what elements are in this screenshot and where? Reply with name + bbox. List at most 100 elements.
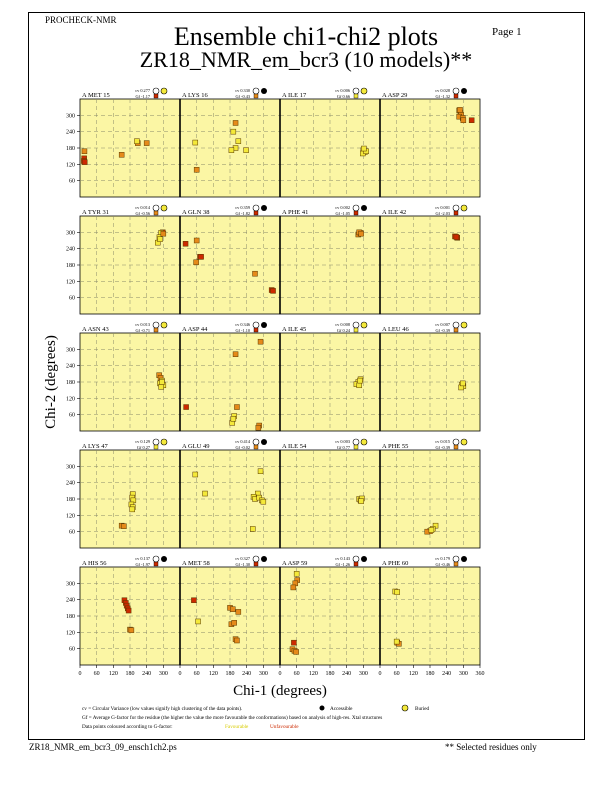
x-tick-label: 360	[476, 671, 485, 677]
x-tick-label: 180	[426, 671, 435, 677]
residue-label: A ILE 54	[282, 443, 307, 450]
cv-label: cv 0.001	[435, 205, 450, 210]
x-tick-label: 0	[79, 671, 82, 677]
y-tick-label: 120	[66, 513, 75, 519]
data-point	[160, 230, 167, 237]
y-tick-label: 60	[69, 647, 75, 653]
gf-label: Gf -1.97	[135, 562, 150, 567]
y-tick-label: 60	[69, 413, 75, 419]
cv-label: cv 0.003	[335, 439, 350, 444]
gf-colour-square	[153, 444, 159, 450]
accessibility-circle-icon	[352, 204, 360, 212]
accessibility-circle-icon	[152, 438, 160, 446]
y-tick-label: 240	[66, 598, 75, 604]
x-tick-label: 0	[179, 671, 182, 677]
y-tick-label: 300	[66, 464, 75, 470]
data-point	[394, 589, 400, 595]
gf-label: Gf -2.03	[435, 211, 450, 216]
y-tick-label: 300	[66, 230, 75, 236]
residue-label: A LEU 46	[382, 326, 409, 333]
data-point	[230, 416, 237, 422]
data-point	[129, 506, 135, 513]
y-tick-label: 60	[69, 179, 75, 185]
accessibility-circle-icon	[452, 555, 460, 563]
cv-label: cv 0.277	[135, 88, 151, 93]
accessibility-circle-icon	[452, 204, 460, 212]
gf-label: Gf -1.30	[235, 562, 250, 567]
data-point	[198, 254, 204, 260]
data-point	[182, 241, 189, 247]
gf-colour-square	[353, 93, 359, 99]
cv-label: cv 0.006	[335, 88, 351, 93]
y-tick-label: 180	[66, 263, 75, 269]
residue-label: A ILE 17	[282, 92, 307, 99]
data-point	[121, 523, 127, 529]
data-point	[158, 384, 164, 390]
gf-label: Gf -0.39	[435, 445, 450, 450]
cv-label: cv 0.359	[235, 205, 250, 210]
legend-favourable: Favourable	[225, 724, 249, 730]
buried-icon	[360, 321, 368, 329]
data-point	[453, 234, 460, 240]
data-point	[357, 377, 363, 384]
x-tick-label: 180	[126, 671, 135, 677]
page-frame	[28, 12, 585, 740]
gf-label: Gf -0.56	[135, 211, 150, 216]
data-point	[193, 237, 200, 244]
residue-label: A ILE 42	[382, 209, 406, 216]
data-point	[457, 107, 463, 113]
y-tick-label: 60	[69, 530, 75, 536]
plot-title: Ensemble chi1-chi2 plots	[173, 22, 439, 51]
cv-label: cv 0.179	[435, 556, 450, 561]
residue-label: A ILE 45	[282, 326, 306, 333]
y-tick-label: 240	[66, 130, 75, 136]
accessibility-circle-icon	[452, 321, 460, 329]
cv-label: cv 0.143	[335, 556, 350, 561]
accessibility-circle-icon	[152, 555, 160, 563]
data-point	[361, 145, 367, 152]
data-point	[270, 288, 276, 294]
data-point	[81, 159, 88, 165]
program-name: PROCHECK-NMR	[45, 15, 117, 25]
data-point	[192, 471, 199, 478]
y-tick-label: 180	[66, 614, 75, 620]
x-tick-label: 60	[94, 671, 100, 677]
gf-label: Gf 0.77	[337, 445, 351, 450]
y-tick-label: 240	[66, 247, 75, 253]
accessibility-circle-icon	[252, 87, 260, 95]
gf-label: Gf 0.66	[337, 94, 351, 99]
residue-label: A LYS 16	[182, 92, 208, 99]
x-tick-label: 300	[159, 671, 168, 677]
gf-label: Gf -1.17	[135, 94, 150, 99]
data-point	[432, 522, 439, 529]
gf-colour-square	[253, 561, 259, 567]
y-axis-label: Chi-2 (degrees)	[43, 335, 59, 429]
gf-colour-square	[253, 444, 259, 450]
residue-label: A ASN 43	[82, 326, 109, 333]
accessible-legend-icon	[319, 705, 325, 711]
data-point	[393, 638, 400, 645]
cv-label: cv 0.028	[435, 88, 450, 93]
x-tick-label: 180	[326, 671, 335, 677]
residue-label: A GLU 49	[182, 443, 209, 450]
accessibility-circle-icon	[452, 438, 460, 446]
y-tick-label: 60	[69, 296, 75, 302]
gf-colour-square	[353, 327, 359, 333]
gf-label: Gf -0.43	[235, 94, 250, 99]
x-tick-label: 0	[379, 671, 382, 677]
y-tick-label: 180	[66, 146, 75, 152]
cv-label: cv 0.414	[235, 439, 251, 444]
accessible-star-icon	[261, 205, 267, 211]
accessibility-circle-icon	[152, 204, 160, 212]
data-point	[235, 609, 242, 615]
x-tick-label: 240	[442, 671, 451, 677]
residue-label: A HIS 56	[82, 560, 107, 567]
gf-colour-square	[153, 210, 159, 216]
residue-label: A ASP 59	[282, 560, 307, 567]
data-point	[234, 404, 240, 410]
gf-colour-square	[253, 93, 259, 99]
gf-label: Gf -1.26	[335, 562, 350, 567]
data-point	[157, 236, 163, 242]
cv-label: cv 0.137	[135, 556, 151, 561]
x-tick-label: 240	[342, 671, 351, 677]
